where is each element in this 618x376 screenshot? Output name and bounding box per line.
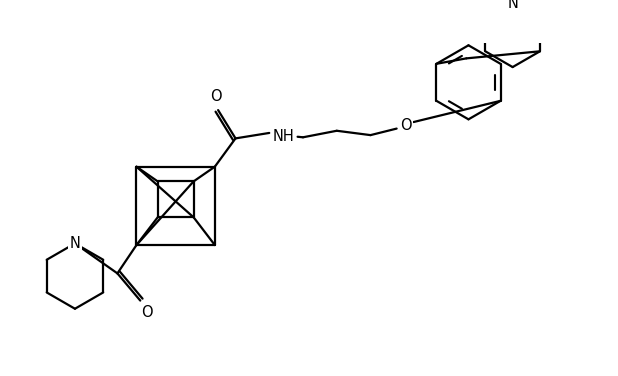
Text: NH: NH: [273, 129, 295, 144]
Text: O: O: [400, 118, 412, 133]
Text: O: O: [210, 89, 222, 104]
Text: O: O: [141, 305, 153, 320]
Text: N: N: [507, 0, 518, 11]
Text: N: N: [69, 236, 80, 251]
